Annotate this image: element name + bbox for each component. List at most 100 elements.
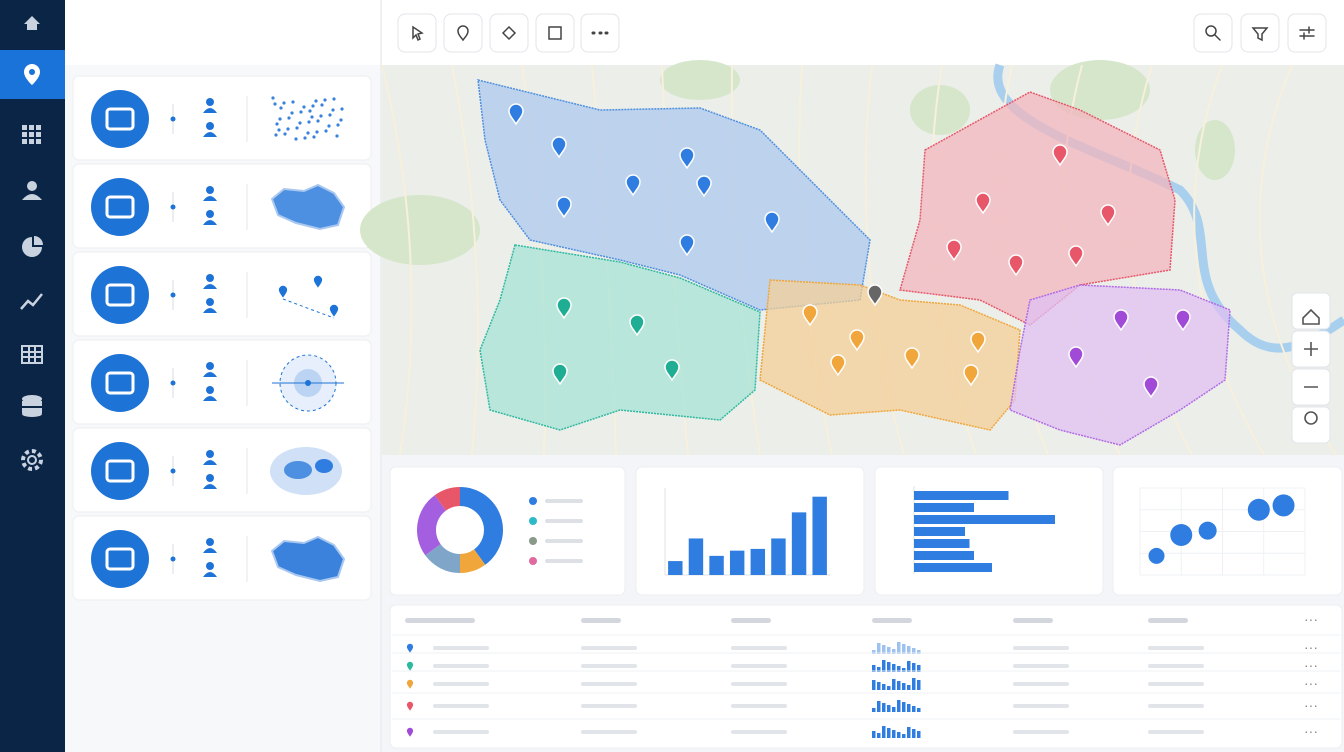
row-menu[interactable]: ··· [1304,675,1318,691]
sparkline-bar [887,647,891,654]
map-pin[interactable] [551,136,567,159]
cell-placeholder [1148,664,1204,668]
map-pin[interactable] [1143,376,1159,399]
layer-card[interactable] [72,163,372,249]
map-pin[interactable] [629,314,645,337]
region[interactable] [899,91,1176,326]
row-menu[interactable]: ··· [1304,639,1318,655]
map-pin[interactable] [556,297,572,320]
layer-card[interactable] [72,251,372,337]
map-locate-button[interactable] [1291,406,1331,444]
map-pin[interactable] [975,192,991,215]
layer-card[interactable] [72,515,372,601]
park [1050,60,1150,120]
map-pin[interactable] [946,239,962,262]
map-pin[interactable] [508,103,524,126]
sparkline-bar [897,700,901,712]
thumb-dot [307,120,311,124]
nav-map[interactable] [24,64,40,85]
map-pin[interactable] [1068,245,1084,268]
nav-grid[interactable] [22,125,41,144]
map-pin[interactable] [679,234,695,257]
thumb-dot [328,113,332,117]
thumb-dot [282,101,286,105]
map-pin[interactable] [1068,346,1084,369]
map-pin[interactable] [328,303,340,320]
map-pin[interactable] [764,211,780,234]
map-pin[interactable] [696,175,712,198]
map-pin[interactable] [1008,254,1024,277]
layer-icon-glyph [105,459,135,483]
map-pin[interactable] [963,364,979,387]
sparkline-bar [912,678,916,690]
map-pin[interactable] [1175,309,1191,332]
map-pin[interactable] [830,354,846,377]
region[interactable] [1009,284,1231,446]
thumb-dot [275,122,279,126]
person-body [203,548,217,553]
nav-pie[interactable] [22,236,43,257]
tool-button[interactable] [489,13,529,53]
map-pin[interactable] [904,347,920,370]
road [1193,64,1265,456]
map-pin[interactable] [1052,144,1068,167]
map-pin[interactable] [277,284,289,301]
nav-users[interactable] [22,181,42,200]
tool-button[interactable] [1193,13,1233,53]
map-pin[interactable] [405,700,415,714]
map-pin[interactable] [867,284,883,307]
map-pin[interactable] [1100,204,1116,227]
map-pin[interactable] [664,359,680,382]
map-pin[interactable] [849,329,865,352]
nav-home[interactable] [24,16,40,30]
sparkline-bar [882,645,886,654]
person-body [203,284,217,289]
map-pin[interactable] [802,304,818,327]
tool-button[interactable] [443,13,483,53]
tool-button[interactable] [535,13,575,53]
nav-active[interactable] [0,50,65,99]
sparkline-bar [902,644,906,654]
thumb-dot [287,116,291,120]
person-head [206,362,214,370]
nav-rail [0,0,65,752]
thumb-dot [294,137,298,141]
tool-button[interactable] [1240,13,1280,53]
tool-button[interactable] [1287,13,1327,53]
map-pin[interactable] [679,147,695,170]
layer-thumbnail [270,535,346,583]
map-pin[interactable] [405,678,415,692]
bubble [1170,523,1193,546]
tool-button[interactable] [397,13,437,53]
cell-placeholder [433,664,489,668]
map-pin[interactable] [405,726,415,740]
sparkline-bar [897,681,901,690]
nav-database[interactable] [22,395,42,417]
nav-settings[interactable] [21,449,43,471]
map-pin[interactable] [405,642,415,656]
layer-icon [91,90,149,148]
thumb-dot [319,114,323,118]
sparkline-bar [872,731,876,738]
cell-placeholder [581,646,637,650]
map-pin[interactable] [625,174,641,197]
heat [284,461,312,479]
sparkline-bar [872,708,876,712]
bar [914,551,974,560]
map-pin[interactable] [556,196,572,219]
layer-cards [72,75,372,601]
map-pin[interactable] [970,331,986,354]
region[interactable] [479,244,761,431]
nav-table[interactable] [21,345,43,364]
cell-placeholder [581,704,637,708]
thumb-dot [323,98,327,102]
row-menu[interactable]: ··· [1304,723,1318,739]
map-pin[interactable] [552,363,568,386]
map-pin[interactable] [405,660,415,674]
row-menu[interactable]: ··· [1304,697,1318,713]
row-menu[interactable]: ··· [1304,657,1318,673]
map-pin[interactable] [312,274,324,291]
sparkline-bar [882,684,886,690]
map-pin[interactable] [1113,309,1129,332]
nav-trend[interactable] [20,293,43,310]
